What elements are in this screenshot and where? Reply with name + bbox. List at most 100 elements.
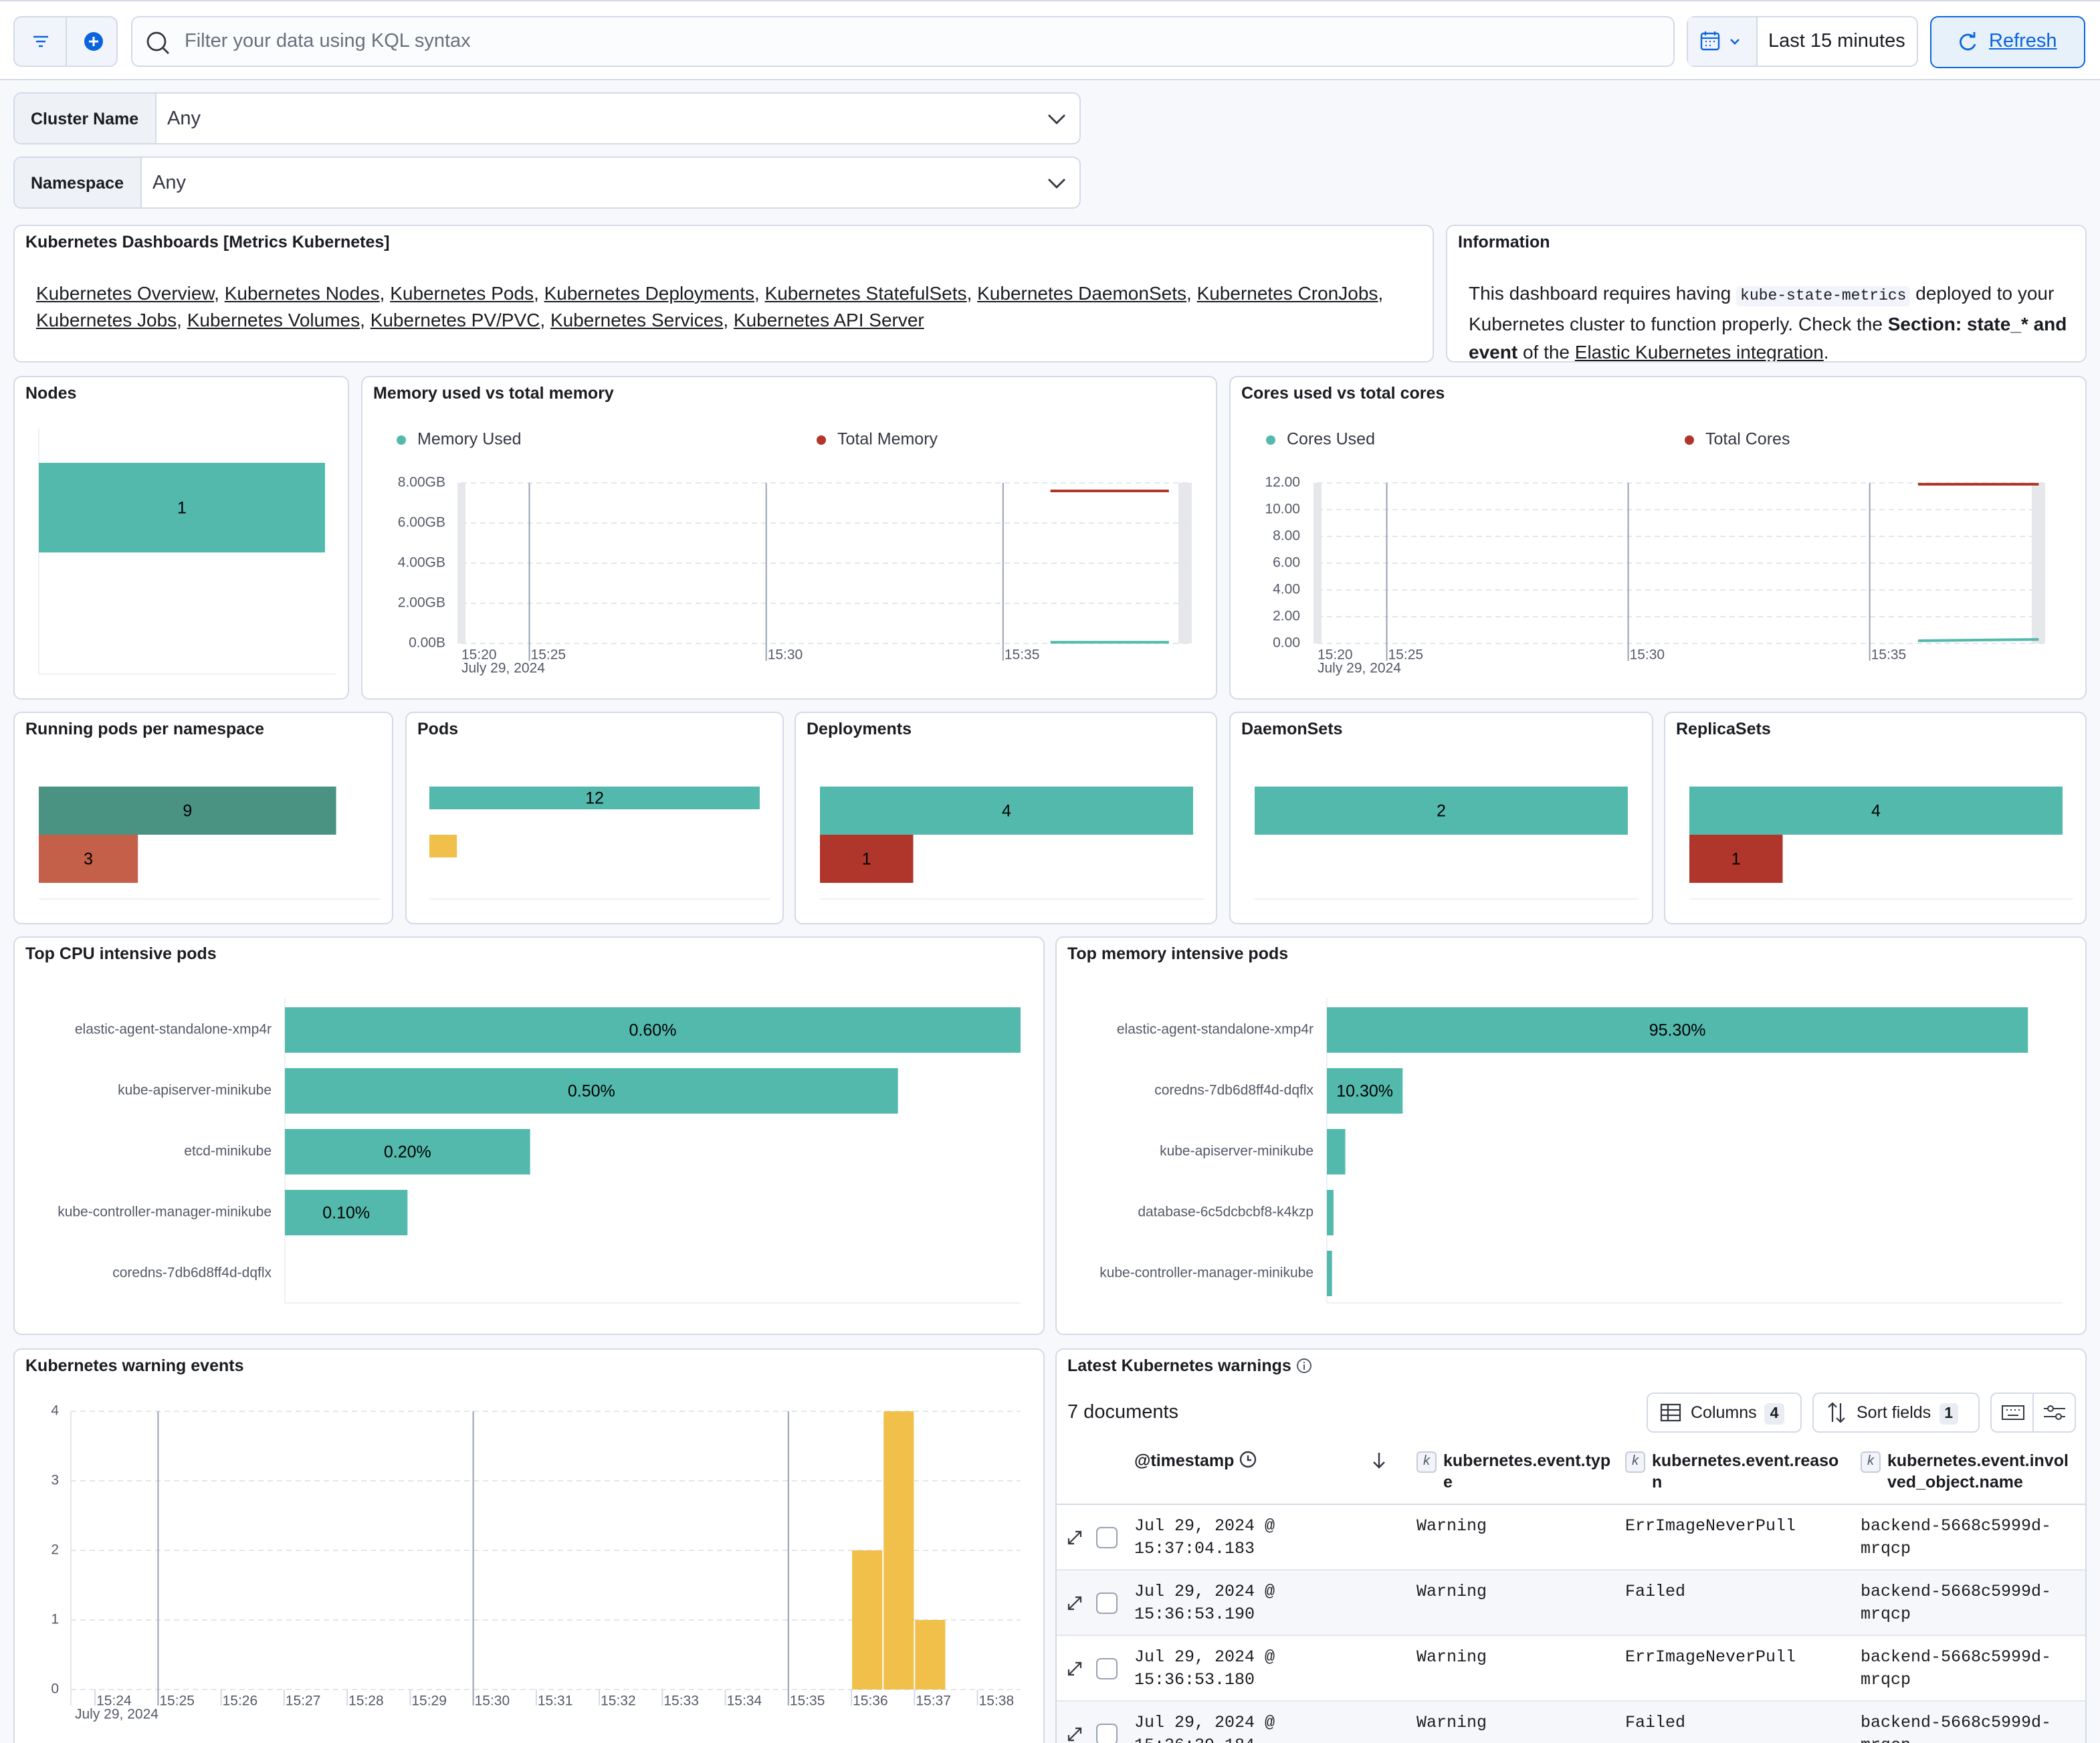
field-type-icon: k <box>1861 1451 1881 1473</box>
time-range[interactable]: Last 15 minutes <box>1768 31 1905 52</box>
icon <box>1828 1402 1845 1423</box>
refresh-icon <box>1960 32 1976 51</box>
query-input[interactable]: Filter your data using KQL syntax <box>131 16 1675 67</box>
legend-label: Cores Used <box>1287 430 1375 449</box>
bar <box>1255 787 1628 835</box>
table-cell: Warning <box>1416 1648 1487 1667</box>
document-count: 7 documents <box>1067 1402 1179 1423</box>
filter-button-group <box>13 16 118 67</box>
separator: , <box>754 282 760 304</box>
y-tick-label: 0.00B <box>409 635 445 651</box>
arrow <box>1373 1453 1385 1469</box>
table-row <box>1057 1702 2085 1743</box>
text: deployed to your Kubernetes cluster to f… <box>1469 282 2055 334</box>
row-controls <box>1067 1527 1118 1548</box>
histogram-bar <box>852 1550 883 1689</box>
query-bar: Filter your data using KQL syntax Last 1… <box>0 0 2100 80</box>
button-count: 1 <box>1939 1403 1958 1425</box>
y-tick-label: 0.00 <box>1273 635 1300 651</box>
column-header[interactable]: @timestamp <box>1134 1450 1362 1471</box>
dashboard-link[interactable]: Kubernetes DaemonSets <box>977 282 1186 304</box>
expand-icon[interactable] <box>1067 1661 1082 1676</box>
panel-title: Information <box>1458 233 1550 251</box>
y-tick-label: 6.00 <box>1273 555 1300 571</box>
expand-icon[interactable] <box>1067 1596 1082 1611</box>
bar <box>820 835 914 883</box>
bar <box>429 835 457 857</box>
row-checkbox[interactable] <box>1096 1658 1118 1679</box>
bar <box>285 1190 408 1235</box>
dashboard-link[interactable]: Kubernetes Jobs <box>36 309 177 330</box>
toolbar-button[interactable]: Sort fields 1 <box>1812 1393 1980 1433</box>
dashboard-link[interactable]: Kubernetes API Server <box>733 309 924 330</box>
bar-value-label: 4 <box>1871 802 1881 821</box>
filter-icon <box>33 35 48 47</box>
toolbar-button[interactable]: Columns 4 <box>1647 1393 1802 1433</box>
date-picker: Last 15 minutes <box>1687 16 1918 67</box>
legend-label: Memory Used <box>417 430 522 449</box>
expand-icon[interactable] <box>1067 1727 1082 1742</box>
category-label: kube-apiserver-minikube <box>1160 1144 1314 1159</box>
x-tick-label: 15:33 <box>663 1694 699 1709</box>
category-label: kube-apiserver-minikube <box>118 1083 272 1098</box>
dashboard-link[interactable]: Kubernetes Deployments <box>544 282 754 304</box>
keyboard-button[interactable] <box>1990 1393 2076 1433</box>
panel-title: Pods <box>417 720 459 738</box>
control[interactable]: Namespace Any <box>13 157 1081 209</box>
row-checkbox[interactable] <box>1096 1593 1118 1614</box>
integration-link[interactable]: Elastic Kubernetes integration <box>1574 341 1824 363</box>
column-header[interactable]: k kubernetes.event.type <box>1416 1450 1612 1493</box>
filter-menu-button[interactable] <box>15 17 67 66</box>
dashboard-link[interactable]: Kubernetes Volumes <box>187 309 360 330</box>
table-cell: backend-5668c5999d-mrqcp <box>1861 1517 2052 1558</box>
info-circle <box>1297 1358 1311 1373</box>
x-tick-label: 15:35 <box>790 1694 825 1709</box>
column-name: kubernetes.event.involved_object.name <box>1887 1451 2069 1492</box>
panel-title: Top CPU intensive pods <box>25 944 217 963</box>
histogram-bar <box>883 1411 914 1689</box>
row-checkbox[interactable] <box>1096 1527 1118 1548</box>
row-controls <box>1067 1724 1118 1743</box>
column-header[interactable]: k kubernetes.event.reason <box>1625 1450 1847 1493</box>
refresh-button[interactable]: Refresh <box>1930 16 2085 68</box>
column-name: kubernetes.event.type <box>1443 1451 1611 1492</box>
dashboard-link[interactable]: Kubernetes Pods <box>390 282 534 304</box>
text: of the <box>1522 341 1570 363</box>
panel-title: Deployments <box>807 720 912 738</box>
column-header[interactable]: k kubernetes.event.involved_object.name <box>1861 1450 2075 1493</box>
info-icon <box>1297 1358 1311 1373</box>
chart: 93 <box>39 787 380 900</box>
quick-menu-button[interactable] <box>1688 17 1758 66</box>
expand-icon[interactable] <box>1067 1530 1082 1545</box>
dashboard-link[interactable]: Kubernetes Overview <box>36 282 215 304</box>
category-label: elastic-agent-standalone-xmp4r <box>75 1022 272 1037</box>
control[interactable]: Cluster Name Any <box>13 92 1081 144</box>
pods-panel: Pods 12 <box>405 712 784 924</box>
panel-title: Nodes <box>25 384 77 403</box>
settings-knob <box>2055 1413 2062 1420</box>
chart: 12 <box>429 787 770 900</box>
x-tick-label: 15:31 <box>538 1694 573 1709</box>
nodes-panel: Nodes 1 <box>13 376 349 700</box>
add-filter-button[interactable] <box>67 17 118 66</box>
row-controls <box>1067 1658 1118 1679</box>
dashboard-link[interactable]: Kubernetes StatefulSets <box>764 282 967 304</box>
dashboard-link[interactable]: Kubernetes CronJobs <box>1196 282 1378 304</box>
separator: , <box>379 282 385 304</box>
dashboard-link[interactable]: Kubernetes PV/PVC <box>370 309 540 330</box>
x-tick-label: 15:29 <box>411 1694 447 1709</box>
y-tick-label: 2.00GB <box>398 595 445 611</box>
table-cell: Warning <box>1416 1714 1487 1732</box>
dashboard-link[interactable]: Kubernetes Nodes <box>224 282 380 304</box>
bar <box>285 1129 530 1174</box>
table-cell: backend-5668c5999d-mrqcp <box>1861 1648 2052 1689</box>
table-row <box>1057 1636 2085 1702</box>
text: . <box>1823 341 1829 363</box>
row-checkbox[interactable] <box>1096 1724 1118 1743</box>
y-tick-label: 10.00 <box>1265 502 1300 517</box>
chart: 0.00B 2.00GB 4.00GB 6.00GB 8.00GB 15:25 15:30 1… <box>397 430 1192 676</box>
dashboard-link[interactable]: Kubernetes Services <box>550 309 724 330</box>
bar-value-label: 0.20% <box>384 1143 431 1162</box>
memory-panel: Memory used vs total memory 0.00B 2.00GB 4.… <box>361 376 1217 700</box>
